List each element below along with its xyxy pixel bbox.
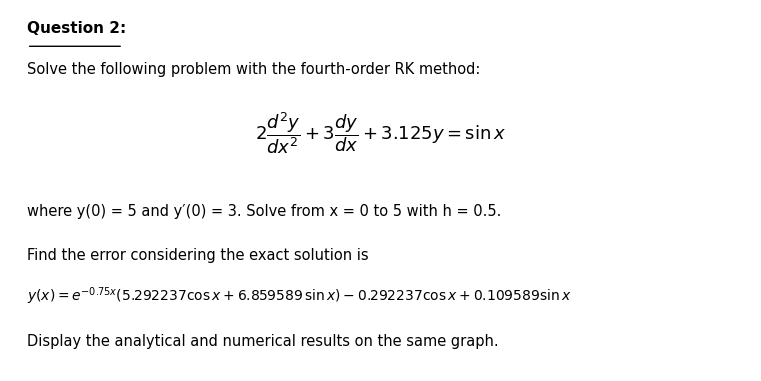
Text: $2\dfrac{d^2y}{dx^2}+3\dfrac{dy}{dx}+3.125y = \sin x$: $2\dfrac{d^2y}{dx^2}+3\dfrac{dy}{dx}+3.1… (255, 110, 506, 156)
Text: Solve the following problem with the fourth-order RK method:: Solve the following problem with the fou… (27, 62, 480, 77)
Text: Display the analytical and numerical results on the same graph.: Display the analytical and numerical res… (27, 334, 498, 349)
Text: Question 2:: Question 2: (27, 21, 126, 36)
Text: $y(x) = e^{-0.75x}(5.292237\cos x + 6.859589\,\sin x)-0.292237\cos x+0.109589\si: $y(x) = e^{-0.75x}(5.292237\cos x + 6.85… (27, 285, 572, 307)
Text: where y(0) = 5 and y′(0) = 3. Solve from x = 0 to 5 with h = 0.5.: where y(0) = 5 and y′(0) = 3. Solve from… (27, 203, 501, 219)
Text: Find the error considering the exact solution is: Find the error considering the exact sol… (27, 248, 368, 263)
